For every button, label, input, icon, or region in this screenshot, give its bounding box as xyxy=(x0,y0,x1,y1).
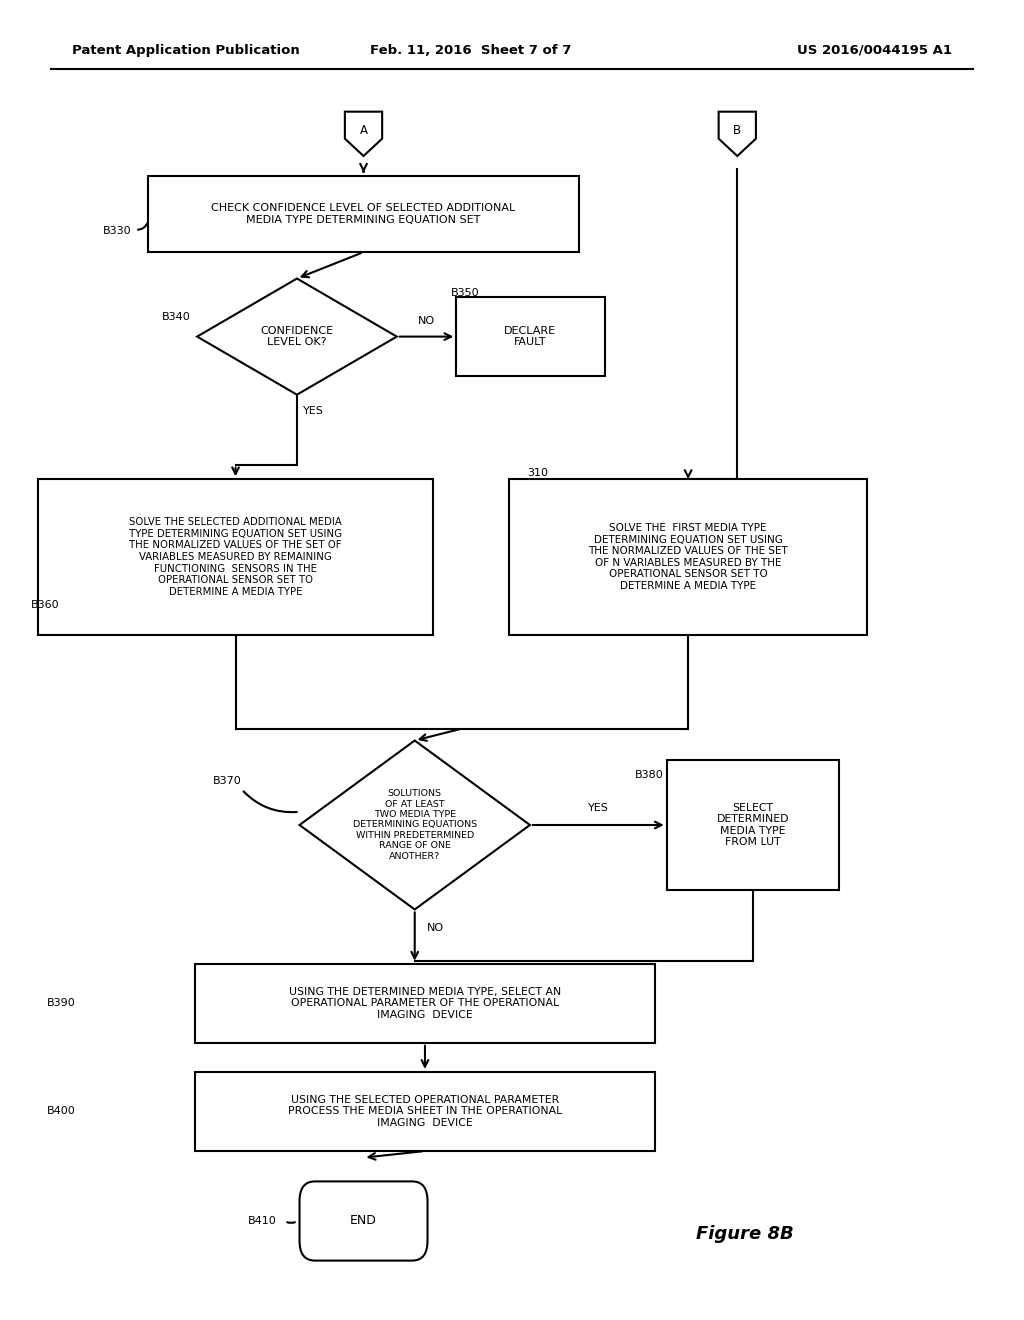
Text: B330: B330 xyxy=(102,226,131,236)
FancyBboxPatch shape xyxy=(39,479,432,635)
Text: USING THE SELECTED OPERATIONAL PARAMETER
PROCESS THE MEDIA SHEET IN THE OPERATIO: USING THE SELECTED OPERATIONAL PARAMETER… xyxy=(288,1094,562,1129)
Text: A: A xyxy=(359,124,368,137)
Text: B400: B400 xyxy=(47,1106,76,1117)
Text: B: B xyxy=(733,124,741,137)
Text: US 2016/0044195 A1: US 2016/0044195 A1 xyxy=(798,44,952,57)
FancyBboxPatch shape xyxy=(457,297,604,376)
Text: B380: B380 xyxy=(635,770,664,780)
Text: NO: NO xyxy=(427,923,444,933)
Text: NO: NO xyxy=(418,315,435,326)
Text: CHECK CONFIDENCE LEVEL OF SELECTED ADDITIONAL
MEDIA TYPE DETERMINING EQUATION SE: CHECK CONFIDENCE LEVEL OF SELECTED ADDIT… xyxy=(211,203,516,224)
Text: SOLUTIONS
OF AT LEAST
TWO MEDIA TYPE
DETERMINING EQUATIONS
WITHIN PREDETERMINED
: SOLUTIONS OF AT LEAST TWO MEDIA TYPE DET… xyxy=(352,789,477,861)
Text: Figure 8B: Figure 8B xyxy=(696,1225,794,1243)
FancyBboxPatch shape xyxy=(195,1072,655,1151)
Text: B350: B350 xyxy=(451,288,479,298)
Text: SOLVE THE  FIRST MEDIA TYPE
DETERMINING EQUATION SET USING
THE NORMALIZED VALUES: SOLVE THE FIRST MEDIA TYPE DETERMINING E… xyxy=(588,523,788,591)
FancyBboxPatch shape xyxy=(509,479,867,635)
Text: Feb. 11, 2016  Sheet 7 of 7: Feb. 11, 2016 Sheet 7 of 7 xyxy=(371,44,571,57)
Polygon shape xyxy=(300,741,530,909)
Text: B390: B390 xyxy=(47,998,76,1008)
Text: YES: YES xyxy=(588,803,608,813)
FancyBboxPatch shape xyxy=(195,964,655,1043)
FancyBboxPatch shape xyxy=(667,760,839,890)
Text: USING THE DETERMINED MEDIA TYPE, SELECT AN
OPERATIONAL PARAMETER OF THE OPERATIO: USING THE DETERMINED MEDIA TYPE, SELECT … xyxy=(289,986,561,1020)
Text: YES: YES xyxy=(303,405,324,416)
Text: B340: B340 xyxy=(162,312,190,322)
Polygon shape xyxy=(719,112,756,156)
Text: DECLARE
FAULT: DECLARE FAULT xyxy=(505,326,556,347)
Text: 310: 310 xyxy=(527,467,549,478)
FancyBboxPatch shape xyxy=(299,1181,428,1261)
Text: END: END xyxy=(350,1214,377,1228)
FancyBboxPatch shape xyxy=(148,176,579,252)
Polygon shape xyxy=(197,279,396,395)
Text: B410: B410 xyxy=(248,1216,276,1226)
Text: B360: B360 xyxy=(31,599,59,610)
Text: CONFIDENCE
LEVEL OK?: CONFIDENCE LEVEL OK? xyxy=(260,326,334,347)
Text: SELECT
DETERMINED
MEDIA TYPE
FROM LUT: SELECT DETERMINED MEDIA TYPE FROM LUT xyxy=(717,803,788,847)
Polygon shape xyxy=(345,112,382,156)
Text: SOLVE THE SELECTED ADDITIONAL MEDIA
TYPE DETERMINING EQUATION SET USING
THE NORM: SOLVE THE SELECTED ADDITIONAL MEDIA TYPE… xyxy=(129,517,342,597)
Text: B370: B370 xyxy=(213,776,242,787)
Text: Patent Application Publication: Patent Application Publication xyxy=(72,44,299,57)
